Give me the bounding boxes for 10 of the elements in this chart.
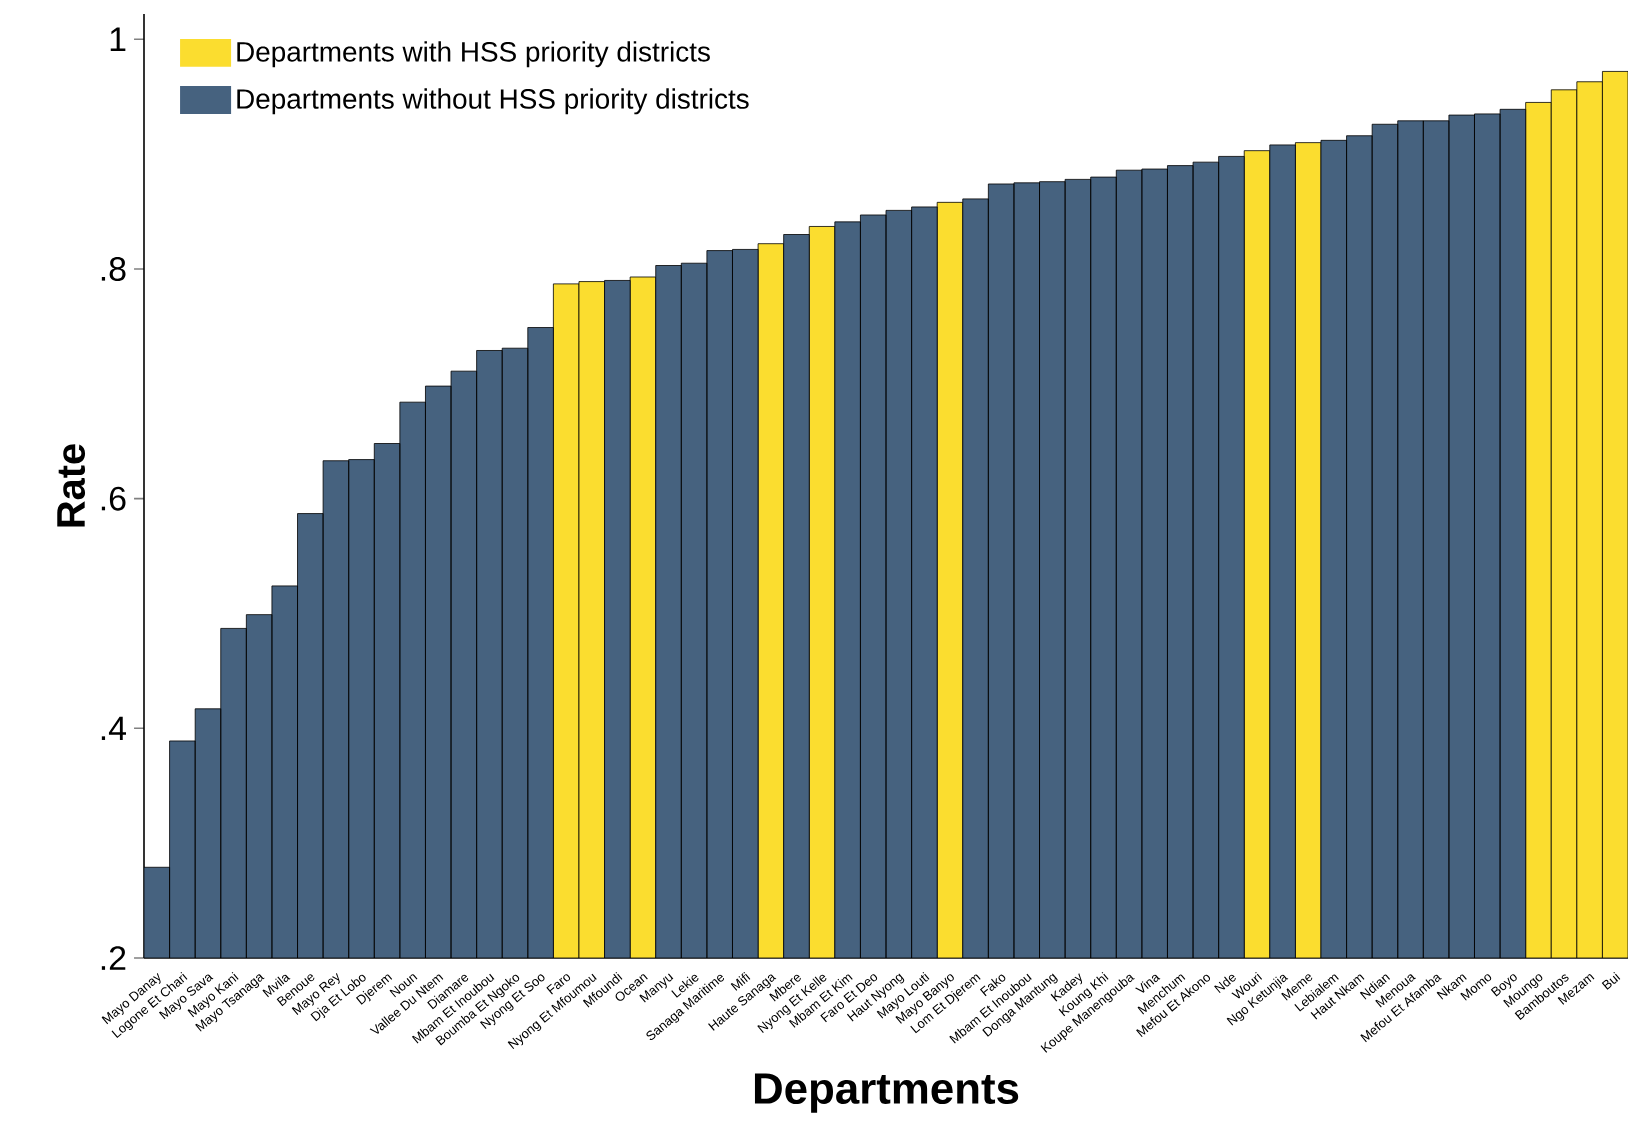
y-tick-label: 1 <box>110 27 126 51</box>
y-tick-label: .8 <box>101 256 126 281</box>
y-tick-label: .2 <box>101 946 126 970</box>
y-tick-label: .4 <box>101 716 127 740</box>
x-tick-label: Bui <box>1601 971 1621 990</box>
x-axis-title: Departments <box>754 1073 1019 1113</box>
y-axis-title: Rate <box>57 444 86 527</box>
legend-label: Departments without HSS priority districts <box>237 88 749 115</box>
legend-label: Departments with HSS priority districts <box>237 41 710 68</box>
y-tick-label: .6 <box>101 486 126 511</box>
